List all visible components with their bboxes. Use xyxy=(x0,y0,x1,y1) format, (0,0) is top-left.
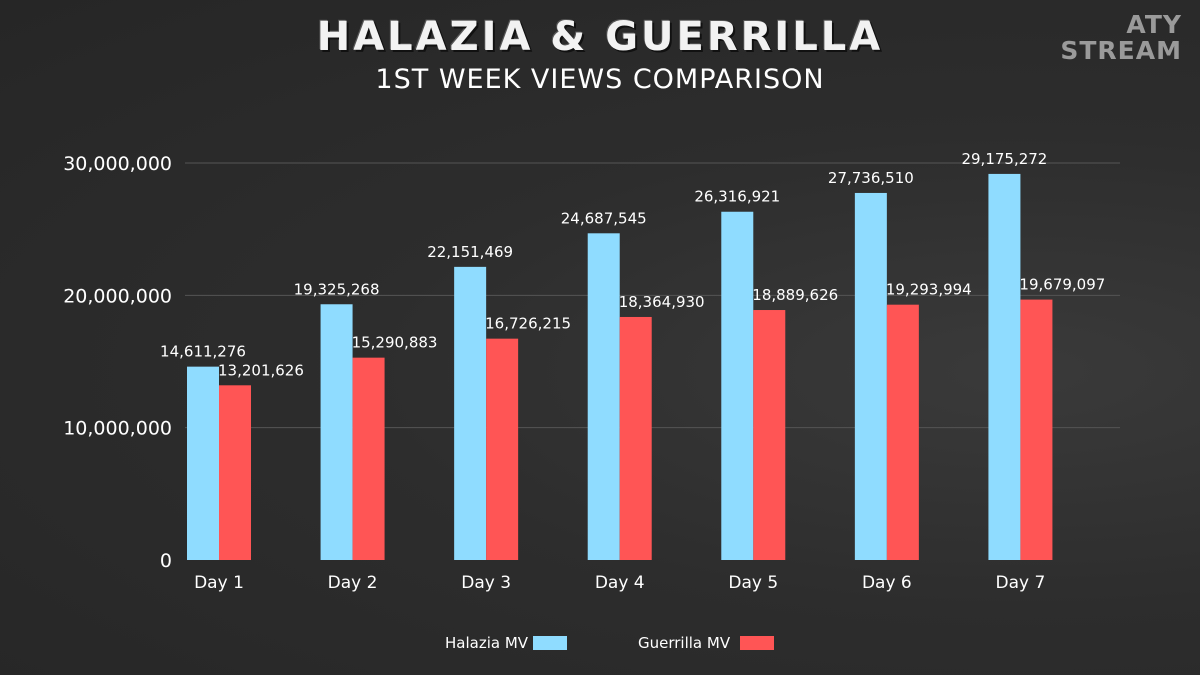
data-label-guerrilla: 18,364,930 xyxy=(619,293,705,311)
data-label-halazia: 27,736,510 xyxy=(828,169,914,187)
data-label-guerrilla: 13,201,626 xyxy=(218,361,304,379)
y-tick-label: 30,000,000 xyxy=(63,153,172,175)
bar-halazia-1 xyxy=(187,366,219,560)
data-label-guerrilla: 19,679,097 xyxy=(1019,276,1105,294)
x-tick-label: Day 5 xyxy=(728,573,778,593)
x-tick-label: Day 2 xyxy=(328,573,378,593)
data-label-guerrilla: 18,889,626 xyxy=(752,286,838,304)
logo-line-2: STREAM xyxy=(1060,36,1182,65)
legend-label-guerrilla: Guerrilla MV xyxy=(638,634,731,652)
bar-halazia-3 xyxy=(454,266,487,560)
bar-guerrilla-5 xyxy=(753,310,786,560)
bar-halazia-2 xyxy=(320,304,353,560)
bar-halazia-4 xyxy=(587,233,620,560)
bar-halazia-5 xyxy=(721,211,754,560)
data-label-halazia: 19,325,268 xyxy=(294,280,380,298)
bar-guerrilla-1 xyxy=(219,385,251,560)
data-label-halazia: 29,175,272 xyxy=(961,150,1047,168)
aty-stream-logo: ATY STREAM xyxy=(1047,12,1182,70)
data-label-halazia: 14,611,276 xyxy=(160,343,246,361)
data-label-halazia: 26,316,921 xyxy=(694,188,780,206)
chart-subtitle: 1ST WEEK VIEWS COMPARISON xyxy=(375,64,825,95)
data-label-halazia: 22,151,469 xyxy=(427,243,513,261)
legend-swatch-halazia xyxy=(533,636,567,650)
bar-halazia-7 xyxy=(988,173,1021,561)
logo-line-1: ATY xyxy=(1126,10,1182,39)
x-tick-label: Day 1 xyxy=(194,573,244,593)
y-tick-label: 0 xyxy=(160,550,172,572)
x-tick-label: Day 4 xyxy=(595,573,645,593)
chart-title: HALAZIA & GUERRILLA xyxy=(316,14,884,60)
data-label-guerrilla: 19,293,994 xyxy=(886,281,972,299)
bar-guerrilla-7 xyxy=(1020,299,1053,560)
bar-halazia-6 xyxy=(854,192,887,560)
bar-guerrilla-2 xyxy=(352,357,385,560)
y-tick-label: 10,000,000 xyxy=(63,418,172,440)
data-label-guerrilla: 16,726,215 xyxy=(485,315,571,333)
data-label-guerrilla: 15,290,883 xyxy=(352,334,438,352)
bar-guerrilla-6 xyxy=(886,304,919,560)
x-tick-label: Day 3 xyxy=(461,573,511,593)
legend-swatch-guerrilla xyxy=(740,636,774,650)
x-tick-label: Day 6 xyxy=(862,573,912,593)
bar-guerrilla-4 xyxy=(619,316,652,560)
bar-guerrilla-3 xyxy=(486,338,519,560)
y-tick-label: 20,000,000 xyxy=(63,285,172,307)
x-tick-label: Day 7 xyxy=(996,573,1046,593)
legend-label-halazia: Halazia MV xyxy=(445,634,529,652)
data-label-halazia: 24,687,545 xyxy=(561,209,647,227)
